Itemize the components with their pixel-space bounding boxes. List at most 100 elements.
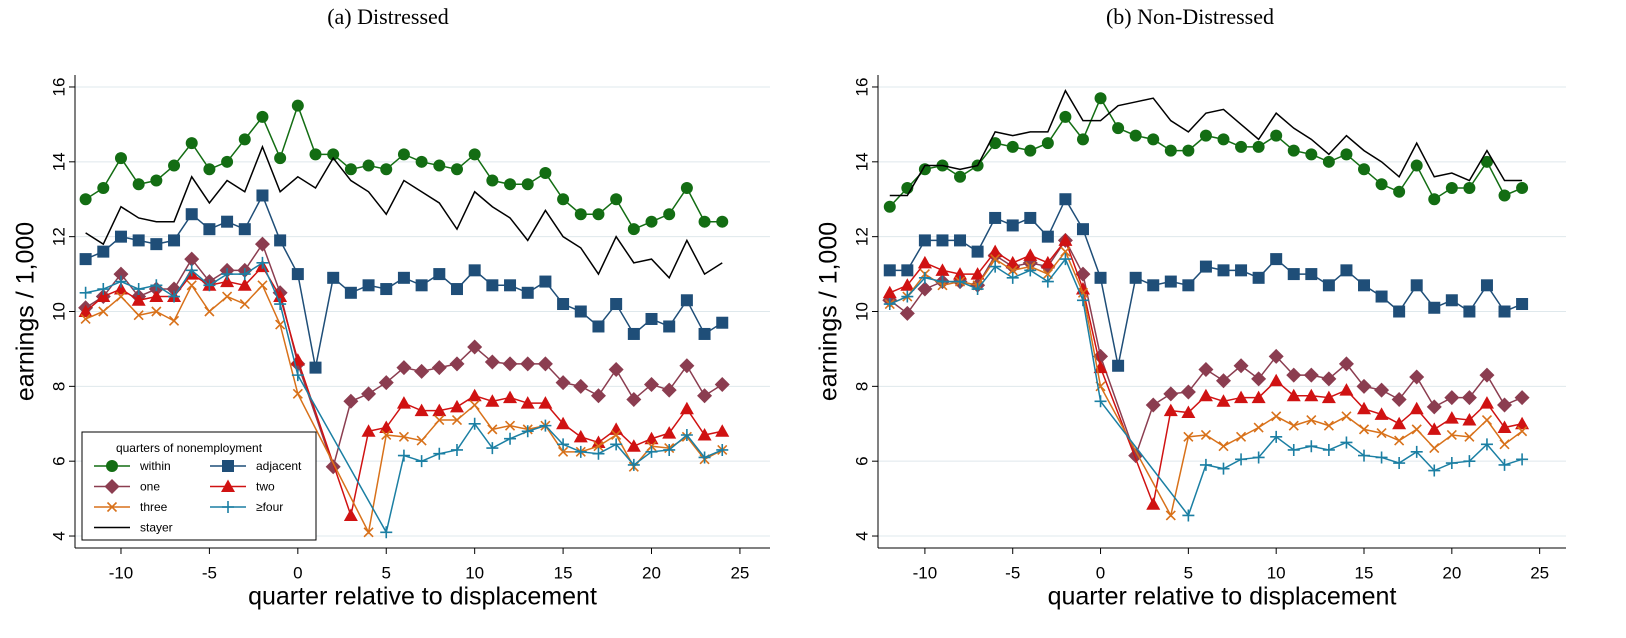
legend-marker: [222, 460, 234, 472]
y-tick-label: 14: [49, 152, 68, 171]
data-point: [1182, 279, 1195, 292]
data-point: [1252, 451, 1265, 464]
data-point: [1375, 178, 1388, 191]
data-point: [1006, 140, 1019, 153]
legend-label: stayer: [140, 521, 173, 535]
data-point: [1215, 373, 1231, 389]
data-point: [1339, 383, 1354, 396]
data-point: [626, 439, 641, 452]
data-point: [1516, 453, 1529, 466]
data-point: [1410, 279, 1423, 292]
data-point: [1357, 401, 1372, 415]
data-point: [1287, 268, 1300, 281]
data-point: [1306, 414, 1317, 426]
data-point: [203, 279, 216, 292]
data-point: [184, 251, 200, 267]
data-point: [680, 428, 693, 441]
data-point: [133, 310, 144, 321]
data-point: [1199, 260, 1212, 273]
data-point: [398, 431, 409, 442]
data-point: [1286, 367, 1302, 383]
data-point: [1391, 391, 1407, 407]
data-point: [663, 208, 676, 221]
data-point: [1322, 155, 1335, 168]
data-point: [1200, 429, 1211, 441]
data-point: [115, 291, 127, 302]
data-point: [900, 278, 915, 291]
data-point: [486, 279, 499, 292]
data-point: [917, 255, 932, 269]
data-point: [1094, 92, 1107, 105]
data-point: [1516, 298, 1529, 311]
data-point: [716, 215, 729, 228]
data-point: [1234, 390, 1249, 404]
data-point: [592, 447, 605, 460]
data-point: [1006, 271, 1019, 284]
data-point: [274, 234, 287, 247]
data-point: [415, 279, 428, 292]
data-point: [954, 170, 967, 183]
data-point: [150, 174, 163, 187]
data-point: [275, 319, 286, 330]
data-point: [1146, 497, 1161, 510]
data-point: [970, 267, 985, 280]
data-point: [1288, 420, 1299, 431]
data-point: [132, 283, 145, 296]
legend-marker: [104, 479, 120, 494]
data-point: [1007, 265, 1018, 276]
data-point: [645, 215, 658, 228]
x-axis-title: quarter relative to displacement: [248, 583, 597, 611]
x-tick-label: -5: [1005, 563, 1020, 582]
x-tick-label: -10: [913, 563, 938, 582]
data-point: [274, 152, 287, 165]
data-point: [186, 280, 197, 291]
data-point: [1480, 155, 1493, 168]
data-point: [883, 200, 896, 213]
data-point: [1059, 193, 1072, 206]
y-tick-label: 4: [852, 531, 871, 540]
data-point: [396, 360, 412, 376]
data-point: [697, 388, 713, 404]
data-point: [1235, 453, 1248, 466]
data-point: [238, 223, 251, 236]
data-point: [1445, 294, 1458, 307]
data-point: [1059, 110, 1072, 123]
data-point: [1076, 133, 1089, 146]
data-point: [1253, 422, 1264, 433]
data-point: [627, 327, 640, 340]
y-tick-label: 6: [49, 456, 68, 465]
data-point: [416, 435, 427, 446]
y-tick-label: 4: [49, 531, 68, 540]
data-point: [936, 275, 949, 288]
y-tick-label: 14: [852, 152, 871, 171]
data-point: [1375, 290, 1388, 303]
data-point: [433, 159, 446, 172]
data-point: [1303, 367, 1319, 383]
data-point: [557, 193, 570, 206]
data-point: [1499, 439, 1510, 450]
data-point: [698, 215, 711, 228]
data-point: [1304, 388, 1319, 402]
data-point: [1199, 129, 1212, 142]
data-point: [1340, 436, 1353, 449]
data-point: [698, 327, 711, 340]
data-point: [1024, 211, 1037, 224]
data-point: [590, 388, 606, 404]
data-point: [1077, 287, 1089, 298]
data-point: [79, 193, 92, 206]
panel-title: (a) Distressed: [327, 4, 449, 29]
data-point: [291, 268, 304, 281]
data-point: [1270, 253, 1283, 266]
data-point: [1479, 367, 1495, 383]
data-point: [309, 148, 322, 161]
data-point: [627, 458, 640, 471]
data-point: [663, 443, 676, 456]
data-point: [467, 388, 482, 402]
data-point: [220, 274, 235, 288]
data-point: [415, 155, 428, 168]
x-tick-label: 20: [642, 563, 661, 582]
series-line: [889, 197, 1523, 366]
data-point: [185, 208, 198, 221]
data-point: [697, 427, 712, 441]
